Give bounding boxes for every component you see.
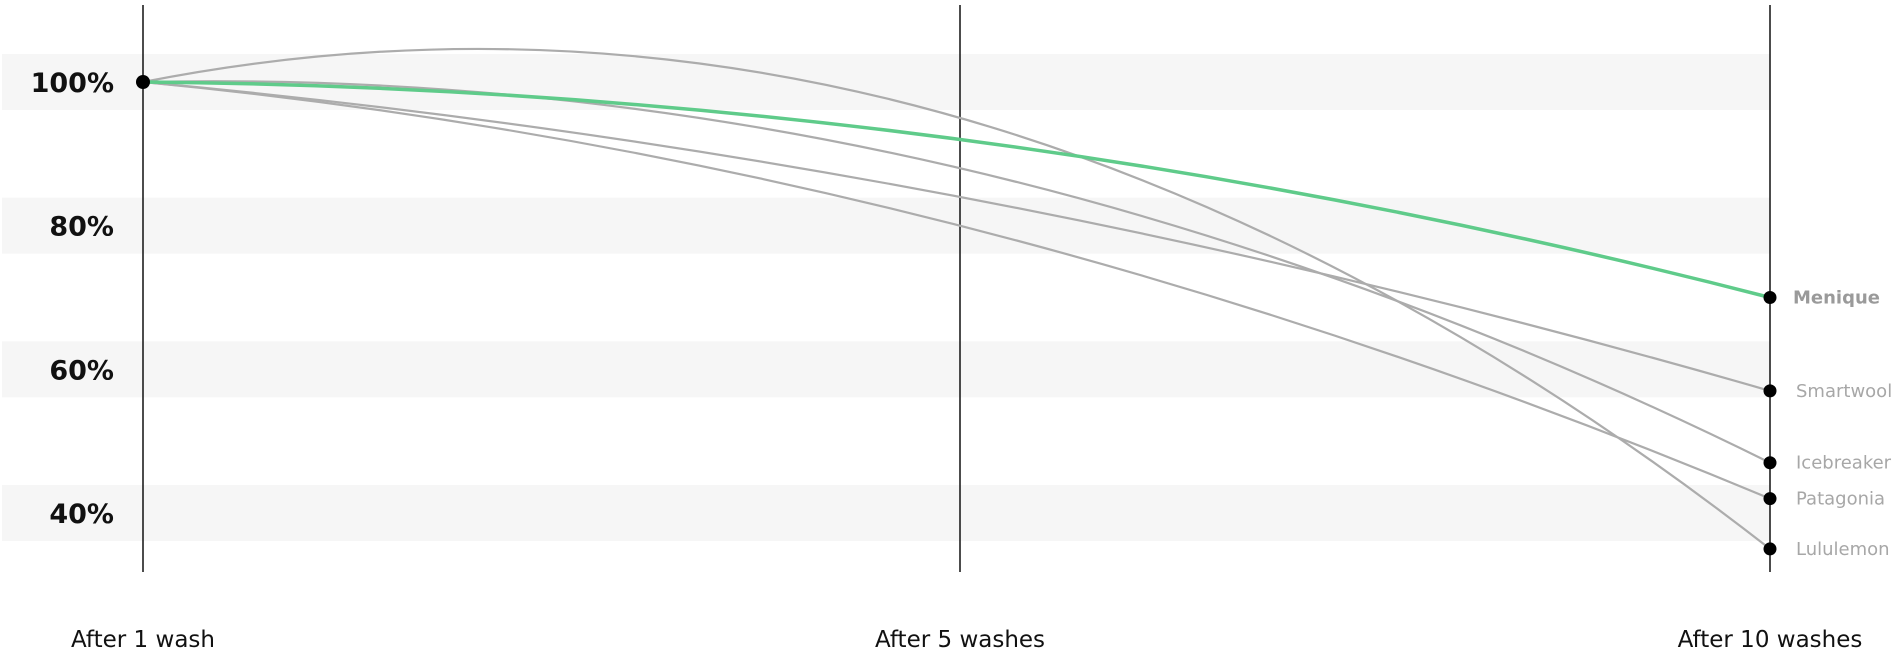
end-point-lululemon bbox=[1763, 542, 1777, 556]
series-line-patagonia bbox=[142, 80, 1771, 500]
series-label-patagonia: Patagonia bbox=[1796, 489, 1885, 510]
end-point-menique bbox=[1763, 291, 1777, 304]
category-axis-lines bbox=[142, 5, 1771, 572]
grid-band-80 bbox=[2, 197, 1770, 254]
series-label-icebreaker: Icebreaker bbox=[1796, 453, 1892, 474]
grid-band-40 bbox=[2, 485, 1770, 541]
series-markers bbox=[136, 75, 1777, 556]
y-tick-100: 100% bbox=[31, 68, 114, 99]
series-line-smartwool bbox=[142, 80, 1771, 392]
start-point-marker bbox=[136, 75, 150, 89]
series-label-lululemon: Lululemon bbox=[1796, 539, 1890, 560]
x-tick-after-5-washes: After 5 washes bbox=[875, 627, 1045, 653]
series-line-icebreaker bbox=[142, 80, 1771, 464]
series-line-lululemon bbox=[142, 47, 1771, 550]
series-labels: Menique Smartwool Icebreaker Patagonia Lulul… bbox=[1793, 288, 1892, 560]
x-tick-after-10-washes: After 10 washes bbox=[1678, 627, 1863, 653]
series-label-menique: Menique bbox=[1793, 288, 1880, 309]
x-tick-after-1-wash: After 1 wash bbox=[71, 627, 215, 653]
end-point-patagonia bbox=[1763, 492, 1777, 506]
y-tick-80: 80% bbox=[49, 212, 114, 243]
end-point-icebreaker bbox=[1763, 456, 1777, 470]
y-tick-60: 60% bbox=[49, 355, 114, 386]
series-line-menique bbox=[142, 80, 1771, 300]
x-tick-labels: After 1 wash After 5 washes After 10 washe… bbox=[71, 627, 1862, 653]
series-lines bbox=[142, 47, 1771, 550]
y-tick-40: 40% bbox=[49, 499, 114, 530]
grid-bands bbox=[2, 54, 1770, 541]
series-label-smartwool: Smartwool bbox=[1796, 381, 1892, 402]
end-point-smartwool bbox=[1763, 384, 1777, 398]
grid-band-60 bbox=[2, 341, 1770, 398]
y-tick-labels: 100% 80% 60% 40% bbox=[31, 68, 114, 530]
